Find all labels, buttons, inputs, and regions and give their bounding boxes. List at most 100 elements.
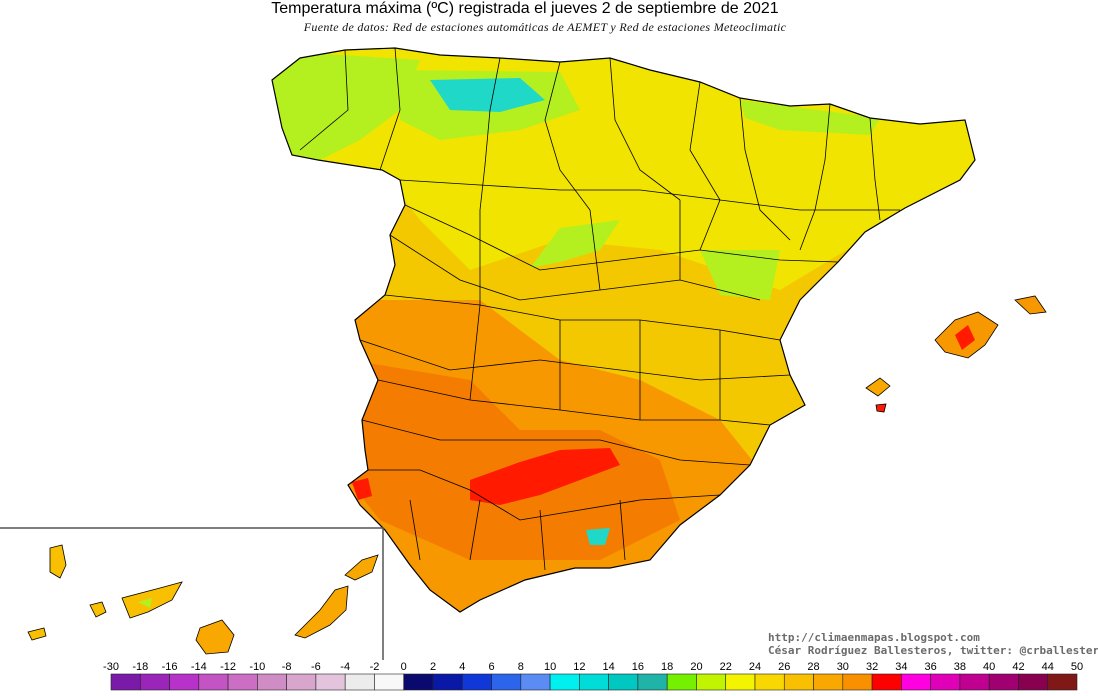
island-tenerife: [121, 581, 183, 619]
legend-label: 4: [459, 661, 465, 673]
legend-label: 28: [807, 661, 819, 673]
legend-swatch: [491, 673, 522, 691]
legend-label: -8: [282, 661, 292, 673]
legend-swatches: [110, 673, 1078, 691]
island-el-hierro: [27, 627, 47, 641]
legend-swatch: [461, 673, 492, 691]
legend-swatch: [432, 673, 463, 691]
legend-label: 40: [983, 661, 995, 673]
legend-label: 30: [837, 661, 849, 673]
peninsula: [271, 47, 976, 613]
balearic-islands: [865, 295, 1047, 413]
legend-label: 22: [720, 661, 732, 673]
zone-nevada: [586, 528, 610, 545]
legend-label: 12: [573, 661, 585, 673]
coastline: [271, 47, 976, 613]
legend-label: 44: [1042, 661, 1054, 673]
legend-label: 32: [866, 661, 878, 673]
legend-swatch: [696, 673, 727, 691]
legend-swatch: [139, 673, 170, 691]
legend-label: 10: [544, 661, 556, 673]
credit-url[interactable]: http://climaenmapas.blogspot.com: [768, 631, 980, 644]
legend-swatch: [198, 673, 229, 691]
legend-swatch: [666, 673, 697, 691]
legend-swatch: [871, 673, 902, 691]
legend-swatch: [930, 673, 961, 691]
mallorca-hot: [955, 325, 975, 350]
legend-swatch: [110, 673, 141, 691]
island-ibiza: [865, 377, 891, 397]
tenerife-teide: [138, 598, 152, 608]
legend-label: -2: [370, 661, 380, 673]
legend-swatch: [608, 673, 639, 691]
map-title: Temperatura máxima (ºC) registrada el ju…: [271, 0, 779, 17]
legend-label: 14: [603, 661, 615, 673]
island-menorca: [1014, 295, 1047, 315]
legend-label: 24: [749, 661, 761, 673]
legend-label: 8: [518, 661, 524, 673]
zone-extreme-guadalquivir: [470, 448, 620, 505]
legend-swatch: [988, 673, 1019, 691]
legend-label: -30: [103, 661, 119, 673]
legend-label: 42: [1012, 661, 1024, 673]
legend-swatch: [227, 673, 258, 691]
island-la-palma: [49, 544, 67, 579]
legend-swatch: [403, 673, 434, 691]
legend-labels: -30 -18 -16 -14 -12 -10 -8 -6 -4 -2 0 2 4 6 8 10 12 14 16 1…: [103, 661, 1083, 673]
legend-label: -6: [311, 661, 321, 673]
legend-swatch: [783, 673, 814, 691]
legend-swatch: [520, 673, 551, 691]
canary-inset: [0, 527, 384, 660]
inset-frame: [0, 527, 384, 660]
legend-swatch: [286, 673, 317, 691]
legend-swatch: [725, 673, 756, 691]
island-lanzarote: [344, 554, 379, 581]
legend-swatch: [549, 673, 580, 691]
zone-iberico: [700, 250, 780, 300]
legend-swatch: [257, 673, 287, 691]
island-la-gomera: [89, 601, 107, 618]
temperature-map: [0, 47, 1047, 660]
legend-label: -18: [132, 661, 148, 673]
region-borders: [299, 47, 900, 571]
zone-hot: [340, 360, 680, 560]
island-formentera: [875, 403, 887, 413]
legend-label: -12: [220, 661, 236, 673]
legend-swatch: [901, 673, 931, 691]
island-gran-canaria: [195, 619, 235, 655]
map-subtitle: Fuente de datos: Red de estaciones autom…: [303, 20, 787, 34]
legend-label: 50: [1071, 661, 1083, 673]
zone-extreme-algarve: [352, 478, 372, 500]
legend-swatch: [579, 673, 609, 691]
legend-swatch: [959, 673, 990, 691]
credits: http://climaenmapas.blogspot.com César R…: [768, 631, 1098, 657]
zone-guadarrama: [530, 220, 620, 268]
legend-label: 38: [954, 661, 966, 673]
legend-label: 18: [661, 661, 673, 673]
legend-label: 16: [632, 661, 644, 673]
legend-swatch: [1047, 673, 1078, 691]
legend-swatch: [315, 673, 346, 691]
legend-swatch: [374, 673, 405, 691]
legend-swatch: [637, 673, 668, 691]
zone-galicia: [272, 50, 420, 160]
legend-label: -14: [191, 661, 207, 673]
color-legend: -30 -18 -16 -14 -12 -10 -8 -6 -4 -2 0 2 4 6 8 10 12 14 16 1…: [103, 661, 1083, 691]
zone-picos: [430, 78, 545, 112]
legend-swatch: [1018, 673, 1049, 691]
legend-label: -10: [249, 661, 265, 673]
legend-swatch: [344, 673, 375, 691]
legend-label: -16: [162, 661, 178, 673]
legend-label: 20: [690, 661, 702, 673]
legend-swatch: [754, 673, 785, 691]
island-fuerteventura: [294, 585, 349, 639]
zone-pyrenees: [740, 100, 880, 135]
legend-label: 0: [401, 661, 407, 673]
legend-label: 6: [488, 661, 494, 673]
legend-label: 2: [430, 661, 436, 673]
legend-swatch: [842, 673, 873, 691]
legend-swatch: [813, 673, 844, 691]
legend-swatch: [169, 673, 200, 691]
legend-label: -4: [340, 661, 350, 673]
legend-label: 34: [895, 661, 907, 673]
